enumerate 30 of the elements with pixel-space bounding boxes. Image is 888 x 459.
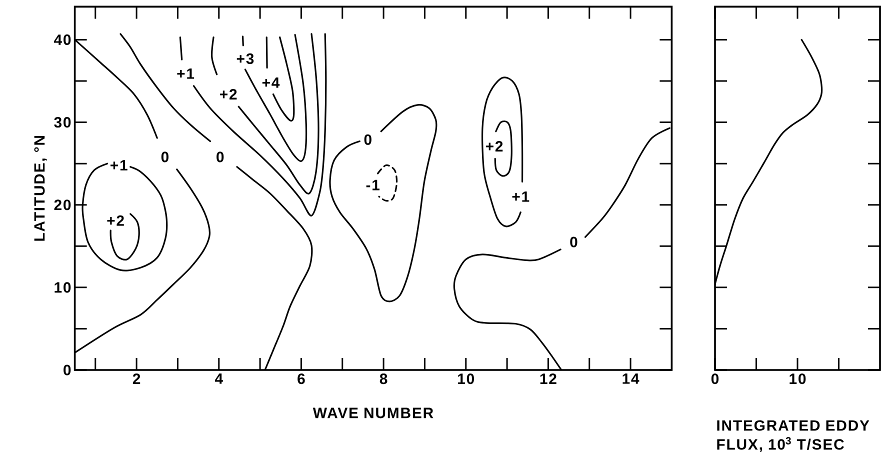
- x-tick-label: 4: [214, 374, 223, 384]
- x-tick-label: 14: [622, 374, 640, 384]
- x-tick-label: 6: [298, 374, 305, 384]
- annotation: 0: [161, 152, 168, 162]
- x-tick-label: 10: [790, 374, 806, 384]
- annotation: -1: [366, 180, 380, 190]
- annotation: +1: [177, 68, 194, 79]
- annotation: +2: [486, 141, 503, 152]
- x-tick-label: 2: [132, 374, 140, 384]
- annotation: +2: [107, 215, 124, 226]
- annotation: 0: [216, 152, 224, 162]
- annotation: +2: [220, 89, 237, 100]
- annotation: 0: [570, 236, 578, 248]
- y-tick-label: 30: [54, 116, 71, 128]
- y-tick-label: 40: [54, 34, 71, 46]
- annotation: 0: [364, 134, 372, 145]
- y-tick-label: 10: [54, 282, 71, 293]
- x-axis-title: INTEGRATED EDDY FLUX, 10$^{3}$ T/SEC: [717, 420, 870, 452]
- y-tick-label: 20: [54, 200, 71, 210]
- y-axis-title: LATITUDE, °N: [34, 136, 47, 241]
- annotation: +4: [262, 78, 280, 88]
- x-tick-label: 0: [711, 374, 719, 384]
- y-tick-label: 0: [64, 364, 71, 376]
- x-axis-title: WAVE NUMBER: [312, 408, 434, 418]
- annotation: +1: [512, 191, 530, 202]
- x-tick-label: 10: [458, 374, 474, 384]
- x-tick-label: 8: [380, 374, 388, 384]
- annotation: +3: [236, 53, 254, 64]
- x-tick-label: 12: [540, 374, 556, 384]
- annotation: +1: [110, 160, 128, 170]
